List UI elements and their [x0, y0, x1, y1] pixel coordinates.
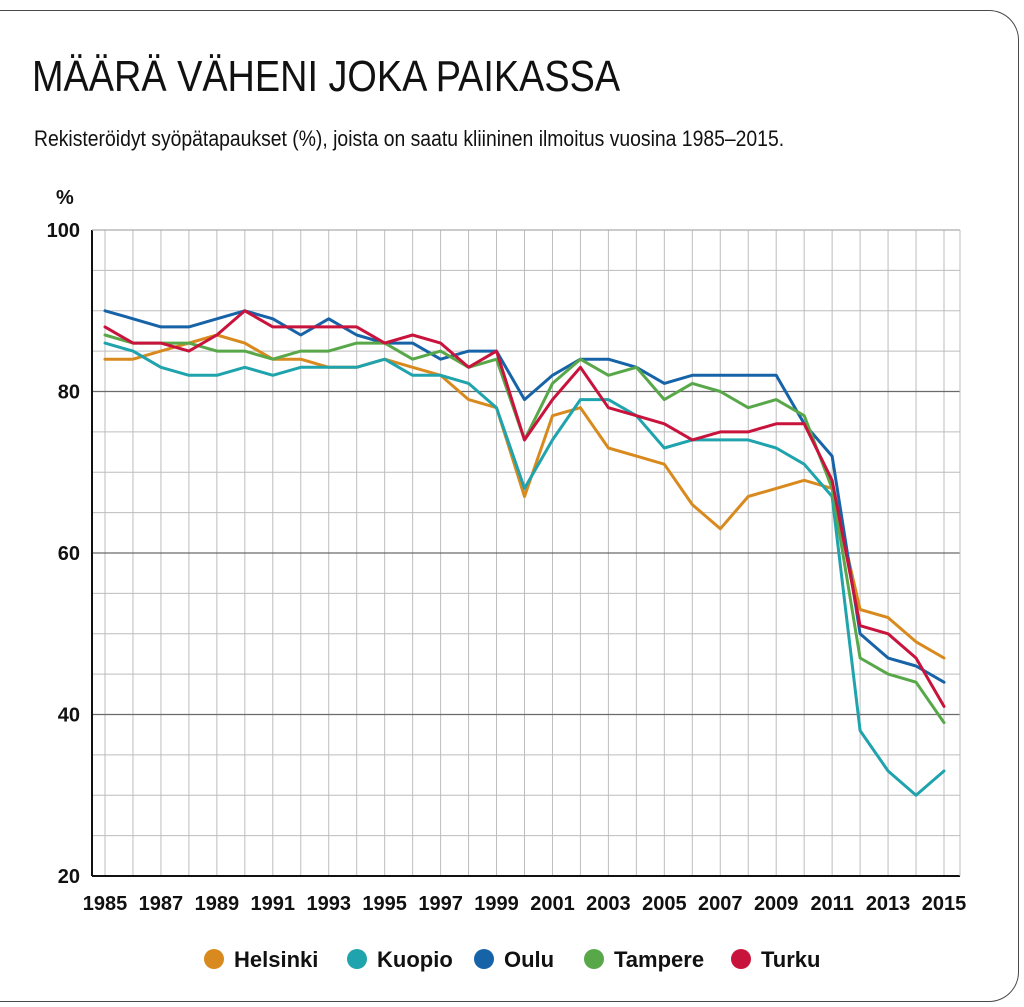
axes — [91, 229, 961, 877]
y-tick-label: 40 — [58, 705, 80, 727]
x-tick-label: 1993 — [306, 893, 351, 915]
chart-title: MÄÄRÄ VÄHENI JOKA PAIKASSA — [32, 52, 621, 101]
x-tick-label: 2003 — [586, 893, 631, 915]
legend-item-kuopio: Kuopio — [347, 947, 453, 972]
y-axis-unit-label: % — [56, 187, 74, 209]
series-line-kuopio — [103, 341, 946, 797]
series-line-helsinki — [103, 333, 946, 660]
x-tick-label: 1999 — [474, 893, 519, 915]
series-line-turku — [103, 309, 946, 708]
y-tick-label: 80 — [58, 382, 80, 404]
x-tick-label: 2011 — [810, 893, 853, 915]
x-tick-label: 2013 — [866, 893, 911, 915]
legend-item-helsinki: Helsinki — [204, 947, 318, 972]
legend-marker — [204, 949, 224, 969]
legend-item-tampere: Tampere — [584, 947, 704, 972]
x-tick-label: 2001 — [530, 893, 575, 915]
legend-marker — [584, 949, 604, 969]
legend-label: Helsinki — [234, 947, 318, 972]
x-tick-label: 2009 — [754, 893, 799, 915]
x-tick-label: 2015 — [922, 893, 967, 915]
legend-label: Tampere — [614, 947, 704, 972]
legend: Helsinki Kuopio Oulu Tampere Turku — [204, 947, 820, 972]
grid — [92, 229, 960, 877]
x-tick-label: 2005 — [642, 893, 687, 915]
legend-marker — [474, 949, 494, 969]
legend-label: Turku — [761, 947, 820, 972]
x-tick-label: 1989 — [195, 893, 240, 915]
tick-labels: % 20 40 60 80 100 1985 1987 1989 1991 1993 1995 1997… — [47, 187, 967, 915]
legend-marker — [347, 949, 367, 969]
x-tick-label: 1985 — [83, 893, 128, 915]
legend-marker — [731, 949, 751, 969]
series-lines — [103, 309, 946, 797]
y-tick-label: 100 — [47, 220, 80, 242]
x-tick-label: 1991 — [251, 893, 296, 915]
x-tick-label: 1987 — [139, 893, 184, 915]
x-tick-label: 2007 — [698, 893, 743, 915]
legend-item-turku: Turku — [731, 947, 820, 972]
card-frame — [0, 10, 1019, 1002]
legend-item-oulu: Oulu — [474, 947, 554, 972]
chart-subtitle: Rekisteröidyt syöpätapaukset (%), joista… — [34, 126, 785, 151]
legend-label: Kuopio — [377, 947, 453, 972]
legend-label: Oulu — [504, 947, 554, 972]
y-tick-label: 60 — [58, 543, 80, 565]
y-tick-label: 20 — [58, 866, 80, 888]
x-tick-label: 1997 — [418, 893, 463, 915]
x-tick-label: 1995 — [362, 893, 407, 915]
